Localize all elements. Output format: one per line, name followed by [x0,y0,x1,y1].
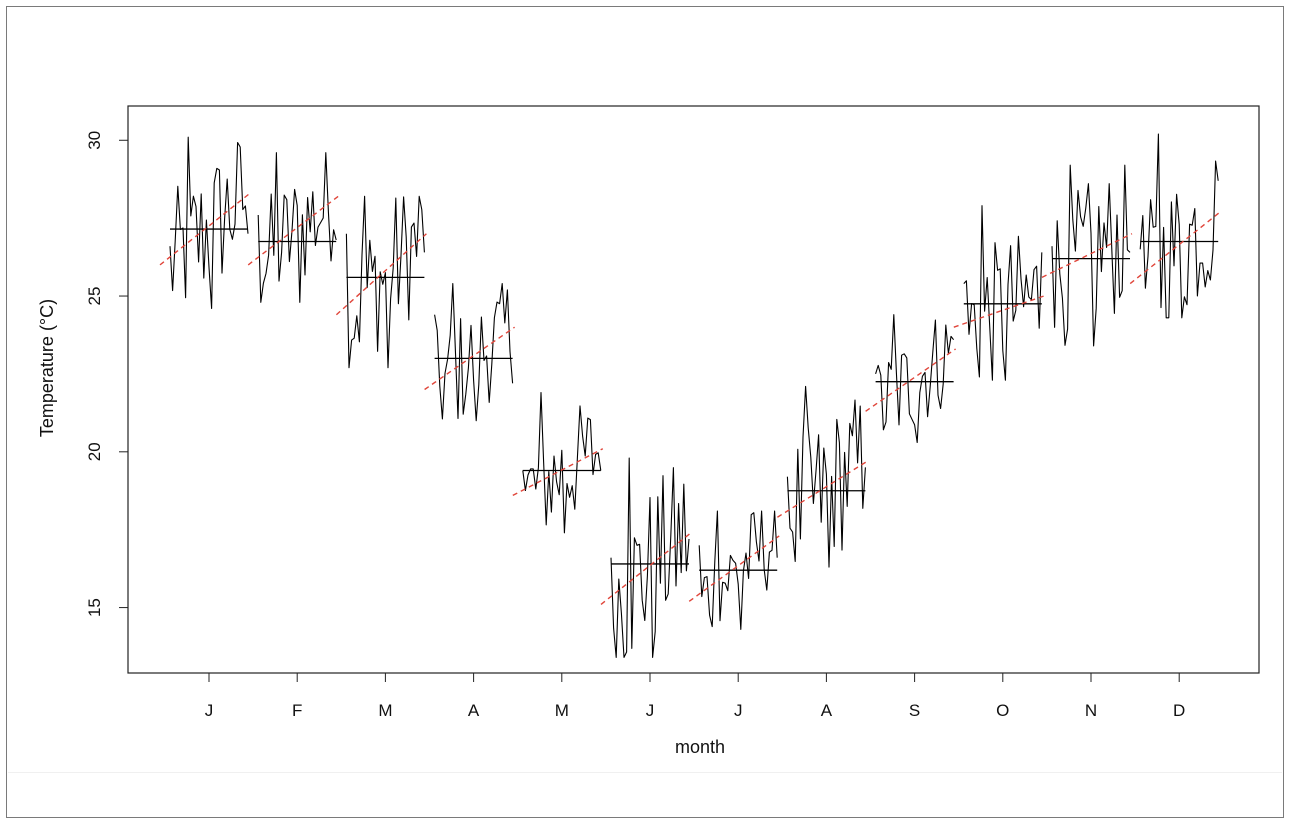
x-tick-label-10: O [996,701,1009,720]
daily-series-2 [257,152,337,303]
daily-series-9 [875,314,955,444]
series-layer [169,133,1219,658]
y-tick-label-15: 15 [85,598,104,617]
plot-box [127,105,1260,674]
trend-line-9 [865,348,956,412]
daily-series-12 [1139,133,1219,319]
daily-series-3 [345,195,425,369]
trend-line-7 [688,535,780,602]
daily-series-8 [786,385,866,568]
x-tick-label-1: J [205,701,214,720]
trend-line-12 [1129,211,1221,285]
daily-series-1 [169,136,249,310]
y-tick-label-30: 30 [85,131,104,150]
y-tick-label-20: 20 [85,442,104,461]
x-tick-label-7: J [734,701,743,720]
daily-series-11 [1051,164,1131,347]
y-tick-label-25: 25 [85,287,104,306]
x-tick-label-11: N [1085,701,1097,720]
x-tick-label-6: J [646,701,655,720]
figure-frame [6,6,1284,818]
x-tick-label-3: M [378,701,392,720]
x-tick-label-8: A [821,701,833,720]
trend-line-11 [1041,233,1133,278]
trend-line-10 [953,295,1045,328]
daily-series-6 [610,457,690,658]
trend-line-1 [159,192,251,266]
trend-line-5 [512,448,604,497]
x-tick-label-5: M [555,701,569,720]
x-tick-label-4: A [468,701,480,720]
x-axis-title: month [675,737,725,757]
y-axis: 15 20 25 30 [85,131,128,617]
x-tick-label-12: D [1173,701,1185,720]
trend-line-3 [335,233,427,316]
trend-line-2 [247,195,339,266]
trend-line-4 [424,326,515,391]
daily-series-4 [434,283,514,422]
x-tick-label-9: S [909,701,920,720]
bottom-divider [8,772,1282,773]
trend-layer [159,192,1221,606]
y-axis-title: Temperature (°C) [37,299,57,437]
x-tick-label-2: F [292,701,302,720]
trend-line-6 [600,532,692,606]
daily-series-10 [963,205,1043,381]
daily-series-5 [522,392,602,534]
